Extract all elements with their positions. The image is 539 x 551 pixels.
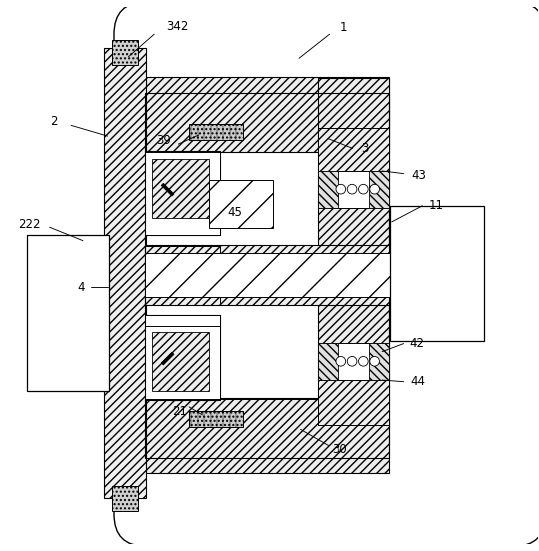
Circle shape	[358, 185, 368, 194]
Bar	[189, 124, 243, 140]
Text: 11: 11	[428, 199, 443, 212]
Text: 45: 45	[228, 206, 243, 219]
Bar	[318, 343, 338, 380]
Text: 1: 1	[340, 21, 347, 34]
Bar	[369, 343, 389, 380]
Bar	[151, 159, 210, 218]
Bar	[318, 78, 389, 400]
Bar	[113, 40, 137, 65]
Text: 222: 222	[18, 218, 40, 231]
Bar	[210, 180, 273, 228]
Text: 21: 21	[172, 404, 187, 418]
Circle shape	[347, 356, 357, 366]
Circle shape	[370, 356, 379, 366]
Text: 39: 39	[156, 134, 171, 147]
Bar	[105, 47, 146, 498]
Bar	[145, 77, 389, 152]
Bar	[145, 245, 392, 305]
Text: 30: 30	[332, 443, 347, 456]
Polygon shape	[161, 183, 174, 196]
Text: 4: 4	[77, 281, 85, 294]
Circle shape	[336, 356, 345, 366]
Bar	[151, 332, 210, 391]
Bar	[145, 253, 392, 297]
Bar	[145, 398, 389, 473]
Bar	[318, 379, 389, 425]
Bar	[318, 128, 389, 172]
Bar	[318, 171, 338, 208]
Bar	[27, 235, 109, 391]
Bar	[189, 410, 243, 426]
Text: 42: 42	[410, 337, 424, 350]
Text: 43: 43	[411, 169, 426, 182]
Text: 3: 3	[361, 142, 369, 155]
Circle shape	[347, 185, 357, 194]
Circle shape	[370, 185, 379, 194]
Bar	[318, 343, 389, 380]
Bar	[113, 486, 137, 511]
Text: 44: 44	[410, 375, 425, 388]
Bar	[369, 171, 389, 208]
Circle shape	[358, 356, 368, 366]
Text: 2: 2	[50, 115, 58, 128]
Polygon shape	[161, 352, 174, 365]
Bar	[390, 206, 484, 341]
Bar	[145, 315, 220, 400]
Circle shape	[336, 185, 345, 194]
Bar	[318, 171, 389, 208]
Text: 342: 342	[166, 20, 189, 33]
FancyBboxPatch shape	[114, 2, 539, 546]
Bar	[145, 150, 220, 235]
Bar	[145, 315, 220, 400]
Bar	[145, 150, 220, 235]
